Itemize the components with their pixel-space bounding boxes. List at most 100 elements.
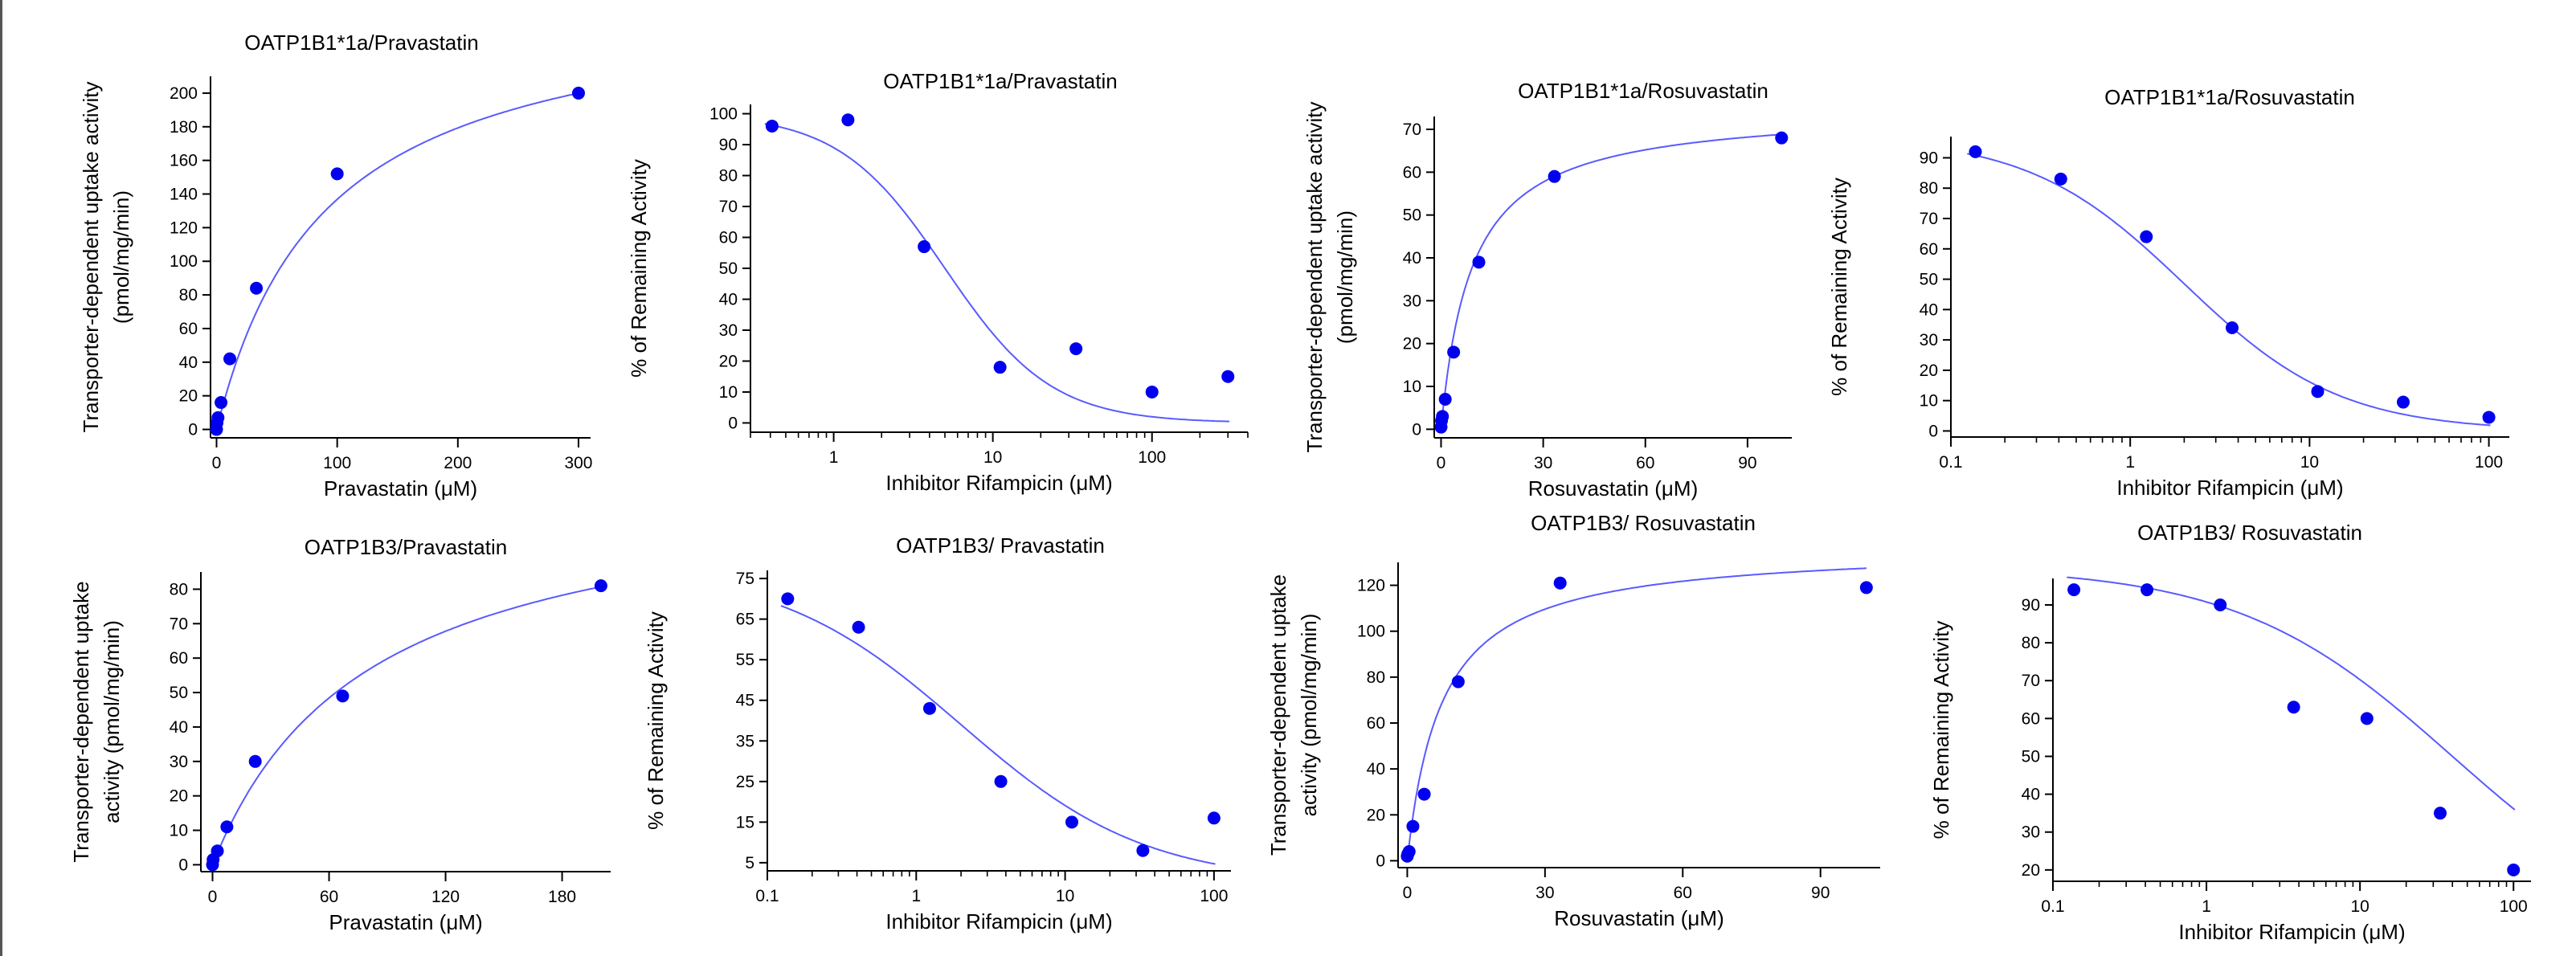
data-point bbox=[2226, 321, 2239, 334]
y-tick-label: 30 bbox=[1920, 331, 1938, 349]
x-axis-label: Pravastatin (μM) bbox=[329, 910, 482, 934]
y-tick-label: 40 bbox=[1367, 760, 1385, 778]
data-point bbox=[1436, 410, 1450, 423]
y-axis-label: Transporter-dependent uptake activity bbox=[79, 82, 103, 433]
data-point bbox=[1548, 170, 1561, 183]
y-axis-label: % of Remaining Activity bbox=[627, 159, 651, 378]
x-axis-label: Inhibitor Rifampicin (μM) bbox=[2178, 920, 2405, 944]
data-point bbox=[2287, 701, 2300, 714]
y-tick-label: 100 bbox=[170, 252, 198, 271]
y-axis-label: % of Remaining Activity bbox=[1827, 178, 1851, 396]
data-point bbox=[1402, 845, 1416, 858]
data-point bbox=[215, 396, 228, 410]
y-tick-label: 10 bbox=[1920, 392, 1938, 411]
y-tick-label: 20 bbox=[1920, 362, 1938, 380]
y-tick-label: 30 bbox=[170, 753, 188, 771]
data-point bbox=[1136, 844, 1150, 857]
y-tick-label: 10 bbox=[719, 383, 738, 402]
data-point bbox=[2140, 230, 2153, 243]
fit-curve bbox=[780, 605, 1216, 865]
y-tick-label: 25 bbox=[736, 773, 754, 791]
y-tick-label: 50 bbox=[2022, 747, 2040, 766]
y-tick-label: 40 bbox=[719, 290, 738, 308]
y-tick-label: 5 bbox=[745, 854, 754, 872]
y-tick-label: 90 bbox=[1920, 149, 1938, 167]
x-axis-label: Pravastatin (μM) bbox=[324, 476, 477, 500]
y-tick-label: 60 bbox=[719, 229, 738, 247]
data-point bbox=[1859, 581, 1873, 594]
x-tick-label: 0 bbox=[1437, 454, 1446, 472]
data-point bbox=[2054, 172, 2067, 186]
chart-panel-8: 20 30 40 50 60 70 80 90 0.1 1 10 100 OATP1B3/ Rosuva… bbox=[1929, 521, 2531, 944]
y-axis-label: % of Remaining Activity bbox=[644, 611, 668, 830]
y-tick-label: 60 bbox=[1403, 163, 1421, 182]
data-point bbox=[250, 281, 264, 295]
x-tick-label: 60 bbox=[1674, 884, 1692, 902]
y-tick-label: 120 bbox=[1357, 577, 1385, 595]
data-point bbox=[2067, 583, 2081, 597]
y-tick-label: 70 bbox=[1403, 121, 1421, 139]
chart-title: OATP1B1*1a/Rosuvastatin bbox=[2104, 85, 2355, 109]
y-tick-label: 40 bbox=[2022, 786, 2040, 804]
y-tick-label: 0 bbox=[1376, 852, 1385, 870]
y-tick-label: 30 bbox=[2022, 823, 2040, 842]
x-tick-label: 1 bbox=[911, 887, 921, 905]
data-point bbox=[918, 240, 931, 254]
data-point bbox=[2141, 583, 2154, 597]
x-axis-label: Inhibitor Rifampicin (μM) bbox=[885, 909, 1112, 934]
data-point bbox=[1472, 255, 1486, 269]
y-tick-label: 140 bbox=[170, 186, 198, 204]
x-tick-label: 30 bbox=[1535, 884, 1554, 902]
x-tick-label: 100 bbox=[2500, 897, 2528, 916]
x-tick-label: 0 bbox=[212, 454, 222, 472]
y-tick-label: 50 bbox=[170, 684, 188, 702]
y-tick-label: 0 bbox=[728, 414, 738, 432]
data-point bbox=[571, 86, 585, 100]
fit-curve bbox=[1406, 567, 1867, 861]
fit-curve bbox=[215, 92, 579, 430]
chart-panel-7: 0 20 40 60 80 100 120 0 30 60 90 OATP1B3/ Rosuvasta… bbox=[1266, 511, 1880, 930]
data-point bbox=[1447, 345, 1461, 359]
x-tick-label: 60 bbox=[320, 888, 338, 906]
y-tick-label: 45 bbox=[736, 692, 754, 710]
data-point bbox=[220, 820, 234, 834]
y-tick-label: 30 bbox=[1403, 292, 1421, 310]
chart-title: OATP1B1*1a/Pravastatin bbox=[883, 69, 1117, 93]
fit-curve bbox=[764, 123, 1230, 423]
y-tick-label: 90 bbox=[719, 136, 738, 154]
y-tick-label: 60 bbox=[1367, 714, 1385, 733]
y-tick-label: 50 bbox=[719, 259, 738, 278]
y-tick-label: 40 bbox=[1403, 249, 1421, 268]
y-tick-label: 80 bbox=[1920, 179, 1938, 198]
y-tick-label: 20 bbox=[719, 352, 738, 370]
y-tick-label: 65 bbox=[736, 611, 754, 629]
y-tick-label: 60 bbox=[179, 320, 198, 338]
x-tick-label: 180 bbox=[548, 888, 576, 906]
data-point bbox=[852, 620, 865, 634]
x-tick-label: 0.1 bbox=[755, 887, 779, 905]
y-tick-label: 70 bbox=[719, 198, 738, 216]
data-point bbox=[1069, 342, 1083, 356]
x-tick-label: 30 bbox=[1534, 454, 1552, 472]
y-tick-label: 40 bbox=[170, 718, 188, 737]
y-tick-label: 120 bbox=[170, 219, 198, 237]
x-tick-label: 10 bbox=[2350, 897, 2369, 916]
data-point bbox=[2433, 807, 2447, 820]
y-axis-label: Transporter-dependent uptake activity bbox=[1302, 102, 1327, 453]
chart-title: OATP1B1*1a/Pravastatin bbox=[244, 31, 478, 55]
x-tick-label: 100 bbox=[1138, 448, 1166, 467]
x-tick-label: 1 bbox=[829, 448, 839, 467]
data-point bbox=[594, 579, 607, 593]
y-tick-label: 75 bbox=[736, 570, 754, 588]
data-point bbox=[2396, 395, 2410, 409]
chart-title: OATP1B3/ Rosuvastatin bbox=[1531, 511, 1756, 535]
y-axis-label: activity (pmol/mg/min) bbox=[1297, 614, 1321, 817]
x-tick-label: 10 bbox=[1056, 887, 1074, 905]
y-tick-label: 35 bbox=[736, 732, 754, 750]
chart-title: OATP1B1*1a/Rosuvastatin bbox=[1518, 79, 1768, 103]
data-point bbox=[2482, 411, 2496, 424]
y-tick-label: 80 bbox=[2022, 634, 2040, 652]
y-tick-label: 15 bbox=[736, 813, 754, 831]
